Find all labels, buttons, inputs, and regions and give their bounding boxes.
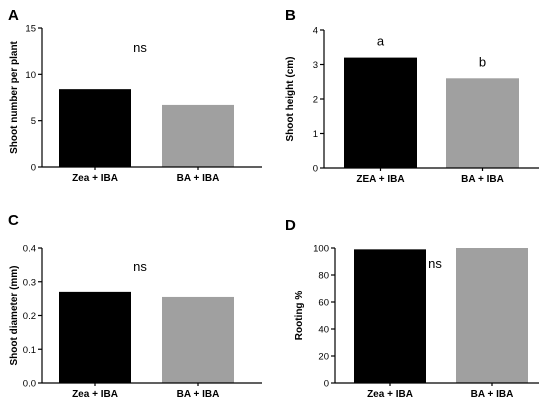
y-tick-label-d-5: 100 [313, 244, 329, 255]
y-tick-label-c-3: 0.3 [23, 277, 36, 288]
y-tick-label-c-0: 0.0 [23, 379, 36, 390]
y-tick-label-c-2: 0.2 [23, 311, 36, 322]
category-label-d-2: BA + IBA [471, 389, 514, 400]
significance-label-b-1: a [377, 34, 385, 49]
y-tick-label-d-2: 40 [318, 325, 329, 336]
y-tick-label-a-1: 5 [31, 116, 36, 127]
panel-a: A Shoot number per plant Zea + IBA BA + IBA… [8, 7, 262, 184]
category-label-c-2: BA + IBA [177, 389, 220, 400]
y-tick-label-c-1: 0.1 [23, 345, 36, 356]
y-tick-label-d-4: 80 [318, 271, 329, 282]
y-tick-label-d-1: 20 [318, 352, 329, 363]
category-label-b-1: ZEA + IBA [356, 174, 404, 185]
bar-c-1 [59, 291, 131, 383]
panel-letter-d: D [285, 217, 296, 234]
panel-c: C Shoot diameter (mm) Zea + IBA BA + IBA 0.0… [8, 212, 262, 400]
panel-d: D Rooting % Zea + IBA BA + IBA 0 20 40 60 80 100 n… [285, 217, 539, 400]
annotation-a-0: ns [133, 40, 147, 55]
y-tick-label-b-1: 1 [313, 129, 318, 140]
category-label-c-1: Zea + IBA [72, 389, 118, 400]
panel-b: B Shoot height (cm) ZEA + IBA a BA + IBA b 0 1 2… [285, 7, 539, 185]
y-tick-label-a-0: 0 [31, 163, 36, 174]
bar-a-2 [162, 104, 234, 167]
y-tick-label-a-3: 15 [25, 24, 36, 35]
category-label-a-1: Zea + IBA [72, 173, 118, 184]
y-axis-title-c: Shoot diameter (mm) [9, 265, 20, 365]
y-tick-label-b-0: 0 [313, 164, 318, 175]
y-tick-label-a-2: 10 [25, 70, 36, 81]
annotation-d-0: ns [428, 256, 442, 271]
y-axis-title-a: Shoot number per plant [9, 40, 20, 153]
y-axis-title-b: Shoot height (cm) [285, 57, 296, 142]
y-tick-label-b-3: 3 [313, 60, 318, 71]
y-tick-label-d-3: 60 [318, 298, 329, 309]
bar-d-2 [456, 248, 528, 383]
category-label-b-2: BA + IBA [461, 174, 504, 185]
bar-a-1 [59, 89, 131, 167]
bar-d-1 [354, 249, 426, 383]
y-tick-label-b-4: 4 [313, 26, 318, 37]
panel-letter-b: B [285, 7, 296, 24]
panel-letter-c: C [8, 212, 19, 229]
y-axis-title-d: Rooting % [294, 291, 305, 341]
category-label-d-1: Zea + IBA [367, 389, 413, 400]
bar-b-2 [446, 78, 519, 168]
bar-c-2 [162, 296, 234, 383]
category-label-a-2: BA + IBA [177, 173, 220, 184]
annotation-c-0: ns [133, 259, 147, 274]
y-tick-label-d-0: 0 [324, 379, 329, 390]
panel-letter-a: A [8, 7, 19, 24]
bar-b-1 [344, 57, 417, 168]
y-tick-label-c-4: 0.4 [23, 244, 36, 255]
y-tick-label-b-2: 2 [313, 95, 318, 106]
significance-label-b-2: b [479, 54, 486, 69]
